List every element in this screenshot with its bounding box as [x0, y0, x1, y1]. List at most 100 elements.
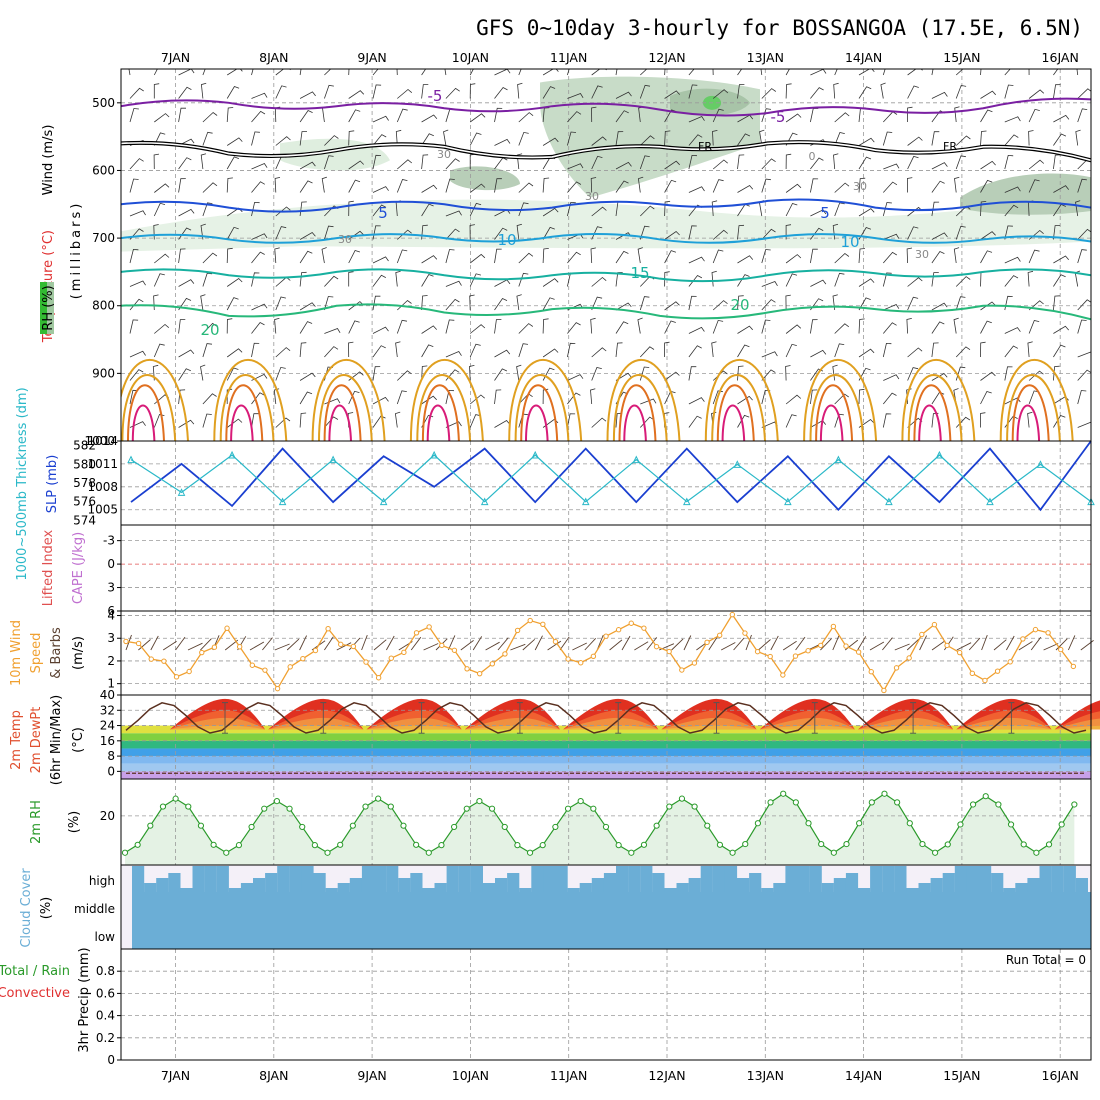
- cloud-high-bar: [132, 866, 145, 892]
- wind-barb: [907, 69, 923, 76]
- wind-barb: [518, 323, 534, 334]
- wind-barb: [737, 84, 745, 99]
- rh2m-point: [349, 822, 356, 829]
- wind-barb: [494, 248, 502, 264]
- wind-barb: [129, 421, 146, 428]
- rh2m-point: [210, 841, 217, 848]
- wind10m-barb: [460, 640, 474, 651]
- wind-barb: [761, 351, 778, 358]
- cloud-high-bar: [809, 866, 822, 892]
- rh2m-point: [387, 803, 394, 810]
- wind10m-point: [173, 674, 180, 680]
- slp-tick-label: 1005: [87, 503, 118, 517]
- wind10m-point: [641, 625, 647, 631]
- wind-barb: [785, 113, 802, 123]
- wind-barb: [129, 210, 146, 217]
- cloud-high-bar: [144, 883, 157, 892]
- cloud-high-bar: [918, 883, 931, 892]
- wind10m-barb: [386, 635, 395, 651]
- wind-barb: [980, 160, 996, 170]
- wind-barb: [955, 346, 971, 358]
- wind10m-point: [868, 669, 874, 675]
- wind10m-barb: [547, 640, 562, 651]
- minmax-errorbar: [516, 702, 523, 734]
- slp-lines: [127, 440, 1095, 512]
- wind10m-barb: [1030, 636, 1042, 651]
- wind-barb: [688, 84, 698, 99]
- wind-barb: [153, 273, 165, 287]
- wind-barb: [980, 109, 993, 123]
- contour-warm-loop: [1006, 374, 1061, 441]
- wind10m-barb: [733, 637, 745, 651]
- wind-barb: [955, 84, 967, 99]
- wind-barb: [834, 182, 850, 193]
- contour-warm-loop: [999, 359, 1074, 441]
- wind-barb: [907, 136, 923, 146]
- wind10m-barb: [324, 636, 334, 651]
- wind10m-barb: [758, 639, 771, 651]
- rh2m-point: [1045, 841, 1053, 848]
- wind-barb: [882, 392, 897, 405]
- wind-barb: [664, 90, 680, 99]
- wind-barb: [542, 388, 549, 405]
- wind-barb: [321, 176, 328, 193]
- rh-tick-label: 20: [100, 809, 115, 823]
- wind-barb: [299, 109, 313, 123]
- bottom-date-axis: 7JAN 8JAN 9JAN 10JAN 11JAN 12JAN 13JAN 14JAN 15J…: [161, 1068, 1079, 1083]
- rh2m-point: [881, 790, 888, 797]
- rh2m-point: [185, 803, 192, 810]
- minmax-errorbar: [615, 702, 622, 734]
- contour-warm-loop: [815, 384, 854, 441]
- minmax-errorbar: [910, 702, 917, 734]
- wind10m-barb: [162, 640, 177, 651]
- wind-grid: [121, 611, 1091, 695]
- wind10m-point: [1007, 659, 1013, 665]
- wind-barb: [688, 69, 695, 76]
- wind-barb: [1028, 130, 1034, 146]
- wind-barb: [518, 112, 534, 123]
- contour-freezing-inner: [121, 141, 1091, 162]
- wind10m-barb: [447, 635, 456, 651]
- wind-barb: [128, 69, 131, 76]
- wind-barb: [395, 129, 402, 146]
- wind-barb: [639, 155, 650, 170]
- cloud-high-bar: [773, 883, 786, 892]
- ylabel-thickness: 1000~500mb Thickness (dm): [15, 387, 30, 580]
- contour-warm-loop: [127, 384, 165, 441]
- wind-barb: [1004, 256, 1021, 264]
- wind10m-speed-polyline: [125, 613, 1074, 692]
- date-label-top: 11JAN: [550, 50, 587, 65]
- cloud-high-bar: [797, 866, 810, 892]
- wind10m-barb: [584, 637, 597, 651]
- wind-barb: [1077, 249, 1087, 264]
- wind10m-barb: [683, 635, 692, 651]
- wind-barb: [348, 179, 361, 193]
- wind-barb: [567, 322, 581, 334]
- wind-barb: [591, 367, 602, 381]
- wind-barb: [275, 206, 291, 217]
- wind-barb: [760, 69, 763, 76]
- ylabel-speed: Speed: [29, 633, 44, 674]
- wind10m-barb: [882, 637, 893, 651]
- wind-barb: [421, 184, 438, 193]
- rh2m-point: [564, 805, 572, 812]
- date-label-top: 15JAN: [943, 50, 980, 65]
- wind-barb: [251, 233, 268, 240]
- wind-barb: [226, 107, 234, 123]
- contour-warm-loop: [721, 404, 746, 441]
- wind-barb: [980, 320, 992, 334]
- cloud-high-bar: [458, 866, 471, 892]
- wind10m-point: [691, 660, 698, 666]
- contour-label: 10: [840, 233, 859, 251]
- cloud-high-bar: [785, 866, 798, 892]
- wind-barb: [469, 202, 482, 217]
- date-label-top: 13JAN: [747, 50, 784, 65]
- wind-barb: [445, 249, 455, 264]
- wind-barb: [953, 317, 959, 334]
- wind-barb: [615, 110, 629, 123]
- cloud-high-bar: [603, 873, 617, 892]
- wind-barb: [129, 350, 146, 358]
- wind10m-point: [679, 667, 685, 673]
- wind10m-barb: [274, 643, 290, 651]
- wind10m-point: [956, 649, 963, 656]
